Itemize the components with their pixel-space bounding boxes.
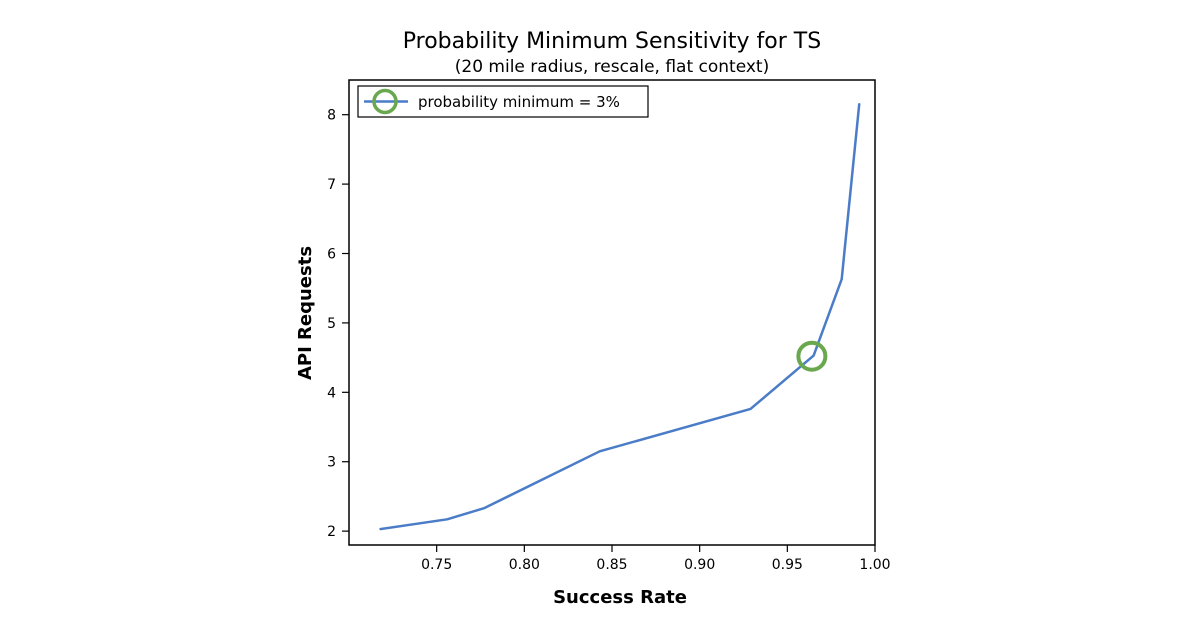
legend-marker-circle	[372, 88, 398, 115]
x-tick-label: 0.90	[684, 557, 715, 573]
series-layer	[379, 103, 861, 531]
legend-label: probability minimum = 3%	[418, 93, 620, 111]
y-tick-label: 2	[327, 524, 336, 540]
series-line	[379, 103, 861, 531]
chart-title: Probability Minimum Sensitivity for TS	[403, 29, 821, 54]
y-tick-label: 8	[327, 108, 336, 124]
y-tick-label: 5	[327, 316, 336, 332]
x-axis: 0.75 0.80 0.85 0.90 0.95 1.00	[421, 545, 891, 573]
y-tick-label: 3	[327, 455, 336, 471]
legend: probability minimum = 3%	[357, 85, 649, 118]
y-tick-label: 6	[327, 247, 336, 263]
highlight-marker-circle	[796, 340, 828, 372]
x-tick-label: 0.85	[596, 557, 627, 573]
y-axis: 2 3 4 5 6 7 8	[327, 108, 349, 540]
y-axis-label: API Requests	[295, 246, 316, 380]
plot-area-frame	[348, 79, 876, 546]
y-tick-label: 4	[327, 385, 336, 401]
x-tick-label: 0.95	[772, 557, 803, 573]
x-tick-label: 1.00	[859, 557, 890, 573]
x-tick-label: 0.80	[509, 557, 540, 573]
y-tick-label: 7	[327, 177, 336, 193]
chart-subtitle: (20 mile radius, rescale, flat context)	[455, 57, 769, 77]
x-tick-label: 0.75	[421, 557, 452, 573]
x-axis-label: Success Rate	[553, 587, 687, 608]
